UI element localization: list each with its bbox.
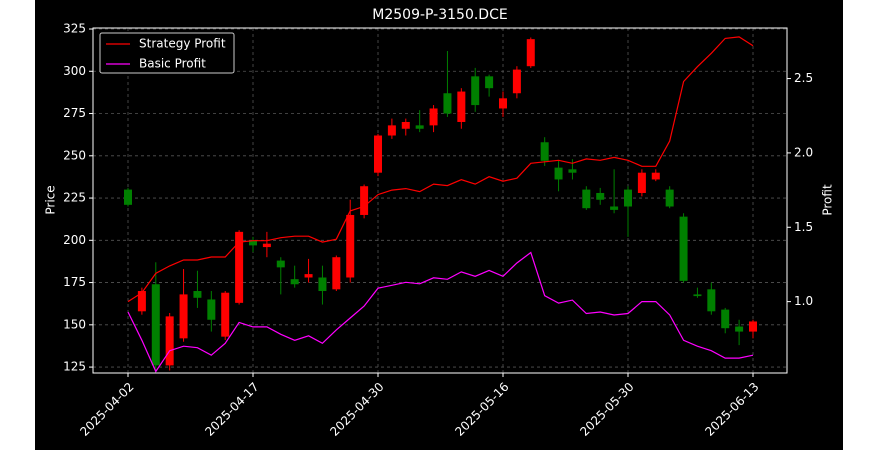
candle-body <box>582 189 591 209</box>
y2-tick-label: 2.5 <box>794 71 813 85</box>
y-tick-label: 125 <box>63 360 86 374</box>
candle-body <box>554 167 563 180</box>
candle-body <box>415 125 424 129</box>
candle-body <box>540 142 549 161</box>
candle-body <box>235 231 244 303</box>
candle-body <box>707 289 716 312</box>
candle-body <box>165 316 174 366</box>
candle-body <box>304 274 313 278</box>
profit-line <box>127 36 754 303</box>
y-tick-label: 325 <box>63 22 86 36</box>
candle-body <box>679 216 688 281</box>
candle-body <box>749 321 757 332</box>
y-tick-label: 250 <box>63 148 86 162</box>
candle-body <box>512 69 521 94</box>
chart-title: M2509-P-3150.DCE <box>372 7 507 23</box>
y2-axis-label: Profit <box>821 184 835 216</box>
candle-body <box>651 172 660 180</box>
candle-body <box>374 135 382 173</box>
y2-tick-label: 1.5 <box>794 220 813 234</box>
candle-body <box>262 243 271 248</box>
candle-body <box>457 91 466 122</box>
y-tick-label: 150 <box>63 317 86 331</box>
candle-body <box>221 292 230 337</box>
y-tick-label: 275 <box>63 106 86 120</box>
candle-body <box>290 279 299 285</box>
candle-body <box>596 192 605 200</box>
candle-body <box>721 309 730 329</box>
candle-body <box>637 172 646 193</box>
candle-body <box>471 76 480 106</box>
candle-body <box>151 284 160 366</box>
legend-label: Basic Profit <box>139 57 206 71</box>
candle-body <box>249 240 257 246</box>
candle-body <box>526 39 535 67</box>
y-tick-label: 175 <box>63 275 86 289</box>
candle-body <box>360 186 369 215</box>
candle-body <box>429 108 438 126</box>
candle-body <box>443 93 452 114</box>
candle-body <box>735 326 744 332</box>
candle-body <box>276 260 285 268</box>
candle-body <box>693 294 702 297</box>
candle-body <box>207 299 216 320</box>
y-tick-label: 200 <box>63 233 86 247</box>
candle-body <box>568 169 577 173</box>
candle-body <box>485 76 494 89</box>
candle-body <box>665 189 674 207</box>
profit-line <box>127 251 754 373</box>
candle-body <box>124 189 132 205</box>
y-axis-label: Price <box>44 185 58 214</box>
candle-body <box>387 125 396 136</box>
candle-body <box>346 214 355 278</box>
y-tick-label: 300 <box>63 64 86 78</box>
candle-body <box>137 291 146 312</box>
candle-body <box>318 277 327 292</box>
y2-tick-label: 1.0 <box>794 294 813 308</box>
legend-label: Strategy Profit <box>139 37 226 51</box>
figure-background <box>35 0 843 450</box>
candle-body <box>401 121 410 129</box>
candle-body <box>610 206 619 210</box>
y-tick-label: 225 <box>63 191 86 205</box>
y2-tick-label: 2.0 <box>794 145 813 159</box>
candle-body <box>179 294 188 339</box>
legend-box <box>99 32 235 74</box>
candle-body <box>499 98 507 109</box>
plot-frame <box>92 27 788 374</box>
candle-body <box>193 291 202 298</box>
candle-body <box>624 189 632 207</box>
candle-body <box>332 257 341 290</box>
